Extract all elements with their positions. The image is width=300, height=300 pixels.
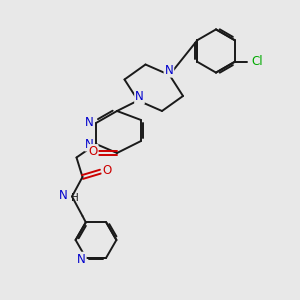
Text: N: N: [85, 137, 94, 151]
Text: N: N: [59, 189, 68, 203]
Text: O: O: [103, 164, 112, 177]
Text: N: N: [77, 253, 86, 266]
Text: N: N: [164, 64, 173, 77]
Text: O: O: [88, 145, 98, 158]
Text: H: H: [71, 193, 79, 203]
Text: N: N: [135, 90, 144, 104]
Text: Cl: Cl: [251, 55, 263, 68]
Text: N: N: [85, 116, 94, 130]
